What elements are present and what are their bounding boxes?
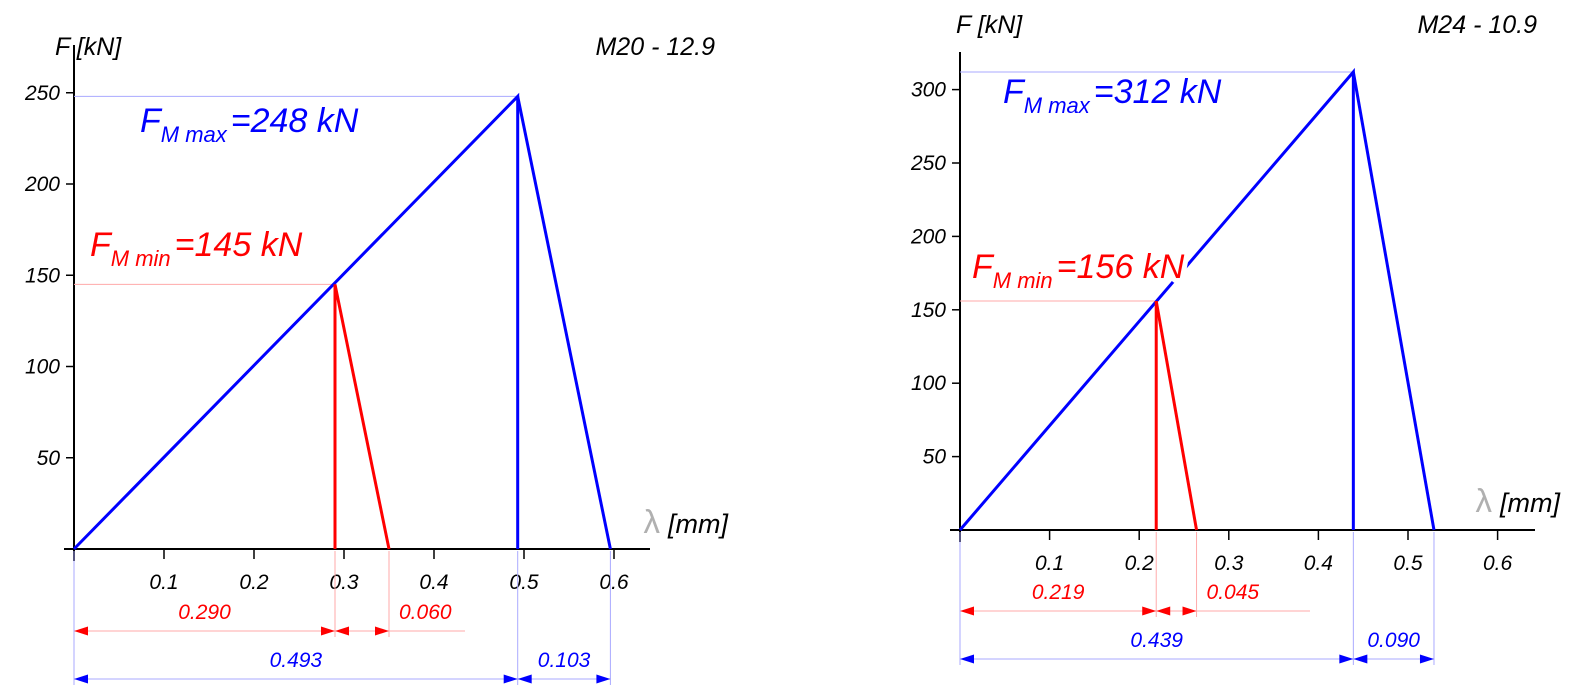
series-drop-min	[1154, 300, 1199, 531]
y-tick-label: 200	[910, 225, 946, 248]
x-axis-label: λ [mm]	[1476, 482, 1562, 519]
annotation-min: FM min =145 kN	[90, 226, 303, 271]
dimension-arrowhead	[1182, 606, 1197, 616]
x-tick-label: 0.3	[329, 571, 359, 594]
dimension-arrowhead	[1156, 606, 1171, 616]
dimension-arrowhead	[321, 626, 335, 636]
dimension-label-blue: 0.439	[1130, 629, 1183, 652]
x-tick-label: 0.4	[419, 571, 448, 594]
annotation-subscript: M min	[993, 268, 1053, 293]
y-tick-label: 150	[25, 264, 60, 287]
x-tick-label: 0.5	[1393, 552, 1423, 575]
annotation-value: =248 kN	[231, 102, 359, 140]
y-tick-label: 250	[910, 152, 946, 175]
annotation-symbol: F	[1003, 73, 1026, 111]
lambda-symbol: λ	[1476, 482, 1493, 519]
dimension-arrowhead	[375, 626, 389, 636]
y-tick-label: 50	[923, 446, 947, 469]
y-tick-label: 150	[911, 299, 946, 322]
series-drop-max	[1351, 71, 1436, 531]
lambda-symbol: λ	[644, 503, 661, 540]
dimension-arrowhead	[1419, 654, 1434, 664]
x-axis-unit: [mm]	[667, 509, 729, 539]
dimension-arrowhead	[1353, 654, 1368, 664]
chart-title: M24 - 10.9	[1417, 11, 1537, 39]
dimension-arrowhead	[596, 674, 611, 684]
dimension-arrowhead	[1142, 606, 1157, 616]
annotation-min: FM min =156 kN	[972, 248, 1185, 293]
dimension-label-blue: 0.090	[1367, 629, 1420, 652]
annotation-subscript: M min	[111, 246, 171, 271]
series-line-max	[72, 92, 520, 551]
x-tick-label: 0.2	[1125, 552, 1155, 575]
y-tick-label: 100	[911, 372, 946, 395]
x-tick-label: 0.3	[1214, 552, 1244, 575]
x-axis-unit: [mm]	[1499, 488, 1561, 518]
annotation-max: FM max =248 kN	[140, 102, 359, 147]
chart-2: 50 100 150 200 250 300 0.1 0.2 0.3 0.4 0.5 0.6 M24 -…	[910, 11, 1562, 665]
chart-1: 50 100 150 200 250 0.1 0.2 0.3 0.4 0.5 0.6 M20 - 12…	[24, 33, 730, 685]
dimension-arrowhead	[960, 654, 974, 664]
annotation-symbol: F	[972, 248, 995, 286]
x-tick-label: 0.2	[239, 571, 269, 594]
dimension-arrowhead	[74, 626, 88, 636]
annotation-subscript: M max	[161, 122, 228, 147]
y-tick-label: 300	[911, 79, 946, 102]
annotation-symbol: F	[140, 102, 163, 140]
dimension-label-blue: 0.103	[538, 649, 591, 672]
dimension-arrowhead	[1339, 654, 1354, 664]
annotation-value: =145 kN	[175, 226, 303, 264]
series-drop-min	[333, 284, 391, 550]
y-axis-label: F [kN]	[55, 33, 122, 61]
x-tick-label: 0.6	[1483, 552, 1513, 575]
dimension-arrowhead	[335, 626, 349, 636]
dimension-label-red: 0.290	[178, 601, 231, 624]
chart-title: M20 - 12.9	[595, 33, 715, 61]
x-tick-label: 0.6	[599, 571, 629, 594]
annotation-value: =156 kN	[1057, 248, 1185, 286]
x-tick-label: 0.1	[1035, 552, 1064, 575]
dimension-label-blue: 0.493	[270, 649, 323, 672]
dimension-arrowhead	[960, 606, 974, 616]
x-tick-label: 0.1	[149, 571, 178, 594]
dimension-label-red: 0.219	[1032, 581, 1085, 604]
y-tick-label: 200	[24, 173, 60, 196]
dimension-label-red: 0.045	[1207, 581, 1260, 604]
y-tick-label: 100	[25, 356, 60, 379]
annotation-symbol: F	[90, 226, 113, 264]
annotation-subscript: M max	[1024, 93, 1091, 118]
x-axis-label: λ [mm]	[644, 503, 730, 540]
x-tick-label: 0.4	[1304, 552, 1333, 575]
annotation-max: FM max =312 kN	[1003, 73, 1222, 118]
dimension-arrowhead	[517, 674, 532, 684]
y-tick-label: 50	[37, 447, 61, 470]
dimension-label-red: 0.060	[399, 601, 452, 624]
y-axis-label: F [kN]	[956, 11, 1023, 39]
series-drop-max	[516, 96, 612, 550]
x-tick-label: 0.5	[509, 571, 539, 594]
annotation-value: =312 kN	[1094, 73, 1222, 111]
dimension-arrowhead	[74, 674, 88, 684]
dimension-arrowhead	[503, 674, 518, 684]
y-tick-label: 250	[24, 82, 60, 105]
